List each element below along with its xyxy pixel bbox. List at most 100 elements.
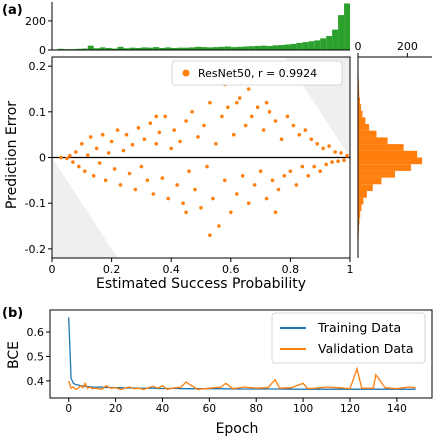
scatter-point: [315, 142, 320, 146]
scatter-legend: ResNet50, r = 0.9924: [171, 60, 343, 86]
top-hist-bar: [206, 47, 213, 50]
scatter-point: [297, 132, 302, 137]
top-hist-bar: [75, 48, 82, 50]
x-tick-label: 0.6: [222, 263, 240, 276]
scatter-point: [169, 146, 173, 151]
scatter-point: [226, 105, 230, 110]
scatter-plot: 0 0.2 0.4 0.6 0.8 1 -0.2 -0.1 0 0.1 0.2: [25, 56, 354, 276]
right-hist-bar: [358, 90, 360, 98]
scatter-point: [252, 183, 257, 187]
top-hist-bar: [93, 48, 100, 50]
scatter-point: [333, 150, 337, 154]
x-tick-label: 0.4: [162, 263, 180, 276]
shaded-region-lower: [52, 157, 118, 258]
scatter-point: [306, 174, 311, 178]
scatter-point: [124, 132, 129, 137]
loss-x-tick-label: 40: [156, 403, 169, 415]
top-hist-bar: [159, 47, 166, 50]
scatter-point: [273, 210, 278, 215]
scatter-point: [154, 114, 159, 119]
scatter-point: [258, 169, 263, 173]
loss-x-tick-label: 60: [203, 403, 216, 415]
scatter-point: [309, 137, 314, 141]
loss-x-label: Epoch: [216, 421, 259, 437]
right-hist-bar: [358, 197, 364, 205]
scatter-point: [267, 110, 272, 114]
top-hist-bar: [260, 45, 267, 50]
top-hist-bar: [147, 47, 154, 50]
scatter-point: [270, 178, 275, 183]
scatter-point: [294, 183, 299, 187]
scatter-point: [330, 160, 334, 164]
y-tick-label: -0.2: [25, 243, 46, 256]
scatter-point: [68, 153, 72, 158]
right-hist-bar: [358, 191, 367, 198]
scatter-point: [71, 160, 75, 164]
scatter-point: [202, 123, 206, 128]
scatter-point: [246, 87, 251, 91]
top-hist-bar: [99, 47, 106, 50]
scatter-point: [264, 196, 269, 201]
right-hist-bar: [358, 117, 366, 124]
scatter-point: [208, 100, 212, 105]
top-hist-bar: [105, 47, 112, 50]
scatter-point: [220, 114, 224, 119]
scatter-point: [100, 132, 105, 137]
scatter-point: [217, 224, 221, 228]
validation-line: [68, 366, 416, 391]
scatter-point: [109, 139, 114, 144]
top-hist-bar: [272, 45, 279, 50]
scatter-point: [303, 128, 308, 132]
top-histogram: 0 200: [25, 2, 350, 57]
scatter-point: [127, 171, 132, 176]
legend-label-training: Training Data: [317, 320, 401, 335]
top-hist-bar: [189, 47, 196, 50]
scatter-point: [235, 100, 239, 105]
scatter-point: [190, 110, 194, 114]
top-hist-bar: [266, 45, 273, 50]
loss-x-tick-label: 140: [387, 403, 407, 415]
scatter-point: [288, 169, 293, 173]
x-tick-label: 0: [49, 263, 56, 276]
top-hist-bar: [111, 48, 118, 50]
scatter-point: [175, 183, 179, 187]
x-tick-label: 0.2: [103, 263, 121, 276]
top-hist-bar: [117, 46, 124, 50]
scatter-point: [166, 196, 170, 201]
scatter-point: [232, 132, 236, 137]
legend-marker: [182, 69, 190, 77]
loss-y-tick-label: 0.6: [27, 326, 45, 339]
scatter-point: [163, 114, 167, 119]
scatter-point: [77, 164, 81, 169]
loss-x-tick-label: 120: [340, 403, 360, 415]
scatter-point: [327, 144, 331, 148]
top-hist-bar: [129, 47, 136, 50]
top-hist-tick-label: 0: [39, 44, 46, 57]
top-hist-bar: [177, 47, 184, 50]
scatter-point: [136, 126, 141, 130]
scatter-point: [276, 187, 281, 192]
scatter-point: [181, 201, 185, 205]
scatter-point: [318, 169, 323, 173]
scatter-point: [118, 183, 123, 187]
y-tick-label: 0: [39, 152, 46, 165]
scatter-point: [151, 192, 156, 196]
scatter-point: [264, 100, 269, 105]
right-hist-tick-label: 0: [355, 40, 362, 53]
scatter-point: [157, 130, 162, 135]
loss-legend: Training Data Validation Data: [271, 312, 426, 364]
panel-label-b: (b): [2, 306, 23, 321]
scatter-point: [196, 135, 200, 139]
scatter-point: [65, 156, 69, 161]
right-hist-bar: [358, 137, 388, 145]
loss-x-tick-label: 20: [109, 403, 122, 415]
y-tick-label: 0.1: [29, 106, 47, 119]
scatter-point: [249, 114, 254, 119]
x-tick-label: 0.8: [282, 263, 300, 276]
x-tick-label: 1: [347, 263, 354, 276]
right-hist-bar: [358, 103, 361, 111]
scatter-point: [103, 178, 108, 183]
scatter-point: [86, 153, 90, 157]
scatter-point: [106, 151, 111, 155]
